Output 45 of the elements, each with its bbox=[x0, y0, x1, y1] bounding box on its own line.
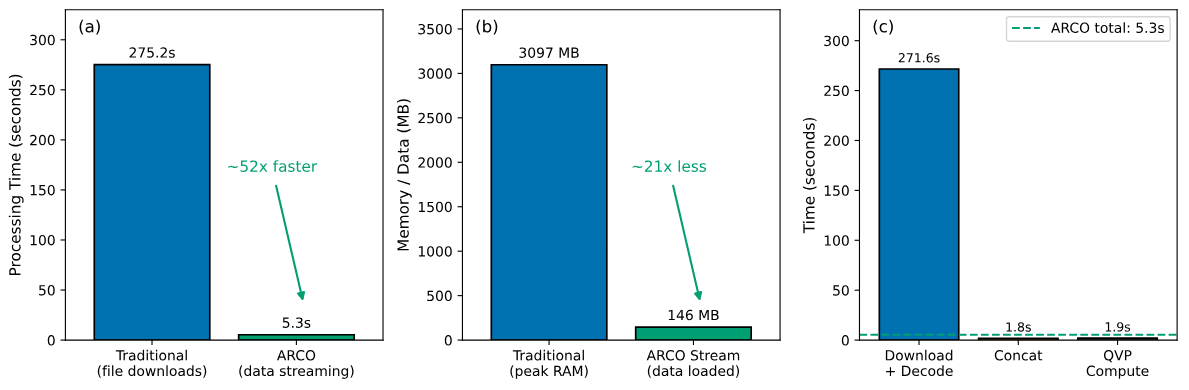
y-tick-label: 3000 bbox=[418, 68, 452, 79]
data-label: 275.2s bbox=[129, 47, 175, 58]
x-tick-label: QVP Compute bbox=[1086, 350, 1149, 379]
y-tick-label: 50 bbox=[39, 285, 55, 296]
y-axis-title: Time (seconds) bbox=[802, 117, 817, 234]
x-tick-label: Concat bbox=[994, 350, 1043, 361]
data-label: 1.9s bbox=[1105, 322, 1131, 332]
y-tick-label: 100 bbox=[30, 234, 55, 246]
y-tick-label: 3500 bbox=[418, 23, 452, 35]
x-tick-label: ARCO (data streaming) bbox=[239, 350, 354, 379]
y-tick-label: 0 bbox=[47, 335, 55, 346]
annotation: ~21x less bbox=[632, 160, 706, 172]
x-tick-label: Download + Decode bbox=[885, 349, 953, 377]
y-tick-label: 2500 bbox=[418, 112, 452, 124]
y-tick-label: 100 bbox=[824, 235, 849, 246]
annotation: (c) bbox=[873, 19, 893, 35]
y-tick-label: 250 bbox=[30, 84, 55, 96]
data-label: 271.6s bbox=[898, 52, 940, 63]
y-tick-label: 50 bbox=[833, 285, 849, 296]
data-label: 5.3s bbox=[282, 317, 311, 328]
y-tick-label: 250 bbox=[824, 85, 849, 97]
y-tick-label: 200 bbox=[824, 135, 849, 146]
y-tick-label: 500 bbox=[427, 290, 452, 302]
y-axis-title: Memory / Data (MB) bbox=[397, 99, 412, 251]
y-tick-label: 300 bbox=[30, 34, 55, 46]
y-tick-label: 300 bbox=[824, 35, 849, 47]
y-tick-label: 1500 bbox=[418, 201, 452, 213]
data-label: 146 MB bbox=[668, 309, 719, 321]
y-tick-label: 150 bbox=[30, 184, 55, 196]
annotation: (b) bbox=[476, 19, 498, 35]
annotation: ~52x faster bbox=[228, 160, 318, 172]
y-tick-label: 0 bbox=[444, 335, 452, 346]
y-tick-label: 2000 bbox=[418, 157, 452, 168]
y-tick-label: 0 bbox=[841, 335, 849, 346]
legend-label: ARCO total: 5.3s bbox=[1051, 22, 1164, 33]
y-tick-label: 1000 bbox=[418, 246, 452, 257]
y-axis-title: Processing Time (seconds) bbox=[8, 74, 24, 275]
x-tick-label: ARCO Stream (data loaded) bbox=[646, 350, 740, 378]
data-label: 3097 MB bbox=[519, 47, 579, 58]
x-tick-label: Traditional (file downloads) bbox=[97, 349, 207, 378]
x-tick-label: Traditional (peak RAM) bbox=[510, 349, 588, 379]
y-tick-label: 200 bbox=[30, 134, 55, 146]
y-tick-label: 150 bbox=[824, 185, 849, 196]
annotation: (a) bbox=[79, 19, 100, 35]
data-label: 1.8s bbox=[1006, 322, 1031, 332]
